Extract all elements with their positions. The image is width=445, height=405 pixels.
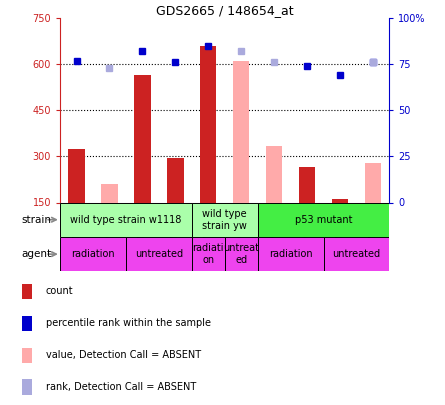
Bar [22, 315, 32, 331]
Text: radiation: radiation [269, 249, 312, 259]
Bar [60, 202, 192, 237]
Bar [365, 162, 381, 202]
Bar [22, 347, 32, 363]
Text: untreated: untreated [135, 249, 183, 259]
Title: GDS2665 / 148654_at: GDS2665 / 148654_at [156, 4, 294, 17]
Bar [299, 167, 316, 202]
Bar [324, 237, 389, 271]
Bar [332, 199, 348, 202]
Text: untreated: untreated [332, 249, 380, 259]
Bar [134, 75, 151, 202]
Bar [192, 237, 225, 271]
Bar [200, 46, 217, 202]
Bar [233, 61, 250, 202]
Text: radiation: radiation [71, 249, 115, 259]
Text: wild type strain w1118: wild type strain w1118 [70, 215, 182, 225]
Bar [69, 149, 85, 202]
Text: count: count [46, 286, 73, 296]
Bar [167, 158, 184, 202]
Bar [101, 184, 118, 202]
Bar [258, 202, 389, 237]
Bar [22, 379, 32, 394]
Bar [126, 237, 192, 271]
Text: strain: strain [21, 215, 51, 225]
Text: p53 mutant: p53 mutant [295, 215, 352, 225]
Bar [22, 284, 32, 299]
Bar [192, 202, 258, 237]
Text: untreat
ed: untreat ed [223, 243, 259, 265]
Bar [225, 237, 258, 271]
Bar [266, 146, 283, 202]
Text: rank, Detection Call = ABSENT: rank, Detection Call = ABSENT [46, 382, 196, 392]
Text: value, Detection Call = ABSENT: value, Detection Call = ABSENT [46, 350, 201, 360]
Text: agent: agent [21, 249, 51, 259]
Bar [60, 237, 126, 271]
Bar [258, 237, 324, 271]
Text: percentile rank within the sample: percentile rank within the sample [46, 318, 211, 328]
Text: wild type
strain yw: wild type strain yw [202, 209, 247, 230]
Text: radiati
on: radiati on [193, 243, 224, 265]
